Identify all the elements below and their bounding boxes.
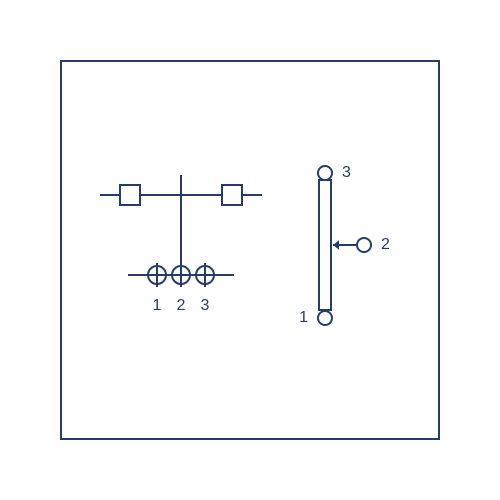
svg-text:1: 1 bbox=[299, 309, 308, 326]
svg-text:1: 1 bbox=[153, 297, 162, 314]
svg-text:2: 2 bbox=[177, 297, 186, 314]
svg-text:3: 3 bbox=[201, 297, 210, 314]
svg-text:3: 3 bbox=[342, 164, 351, 181]
svg-text:2: 2 bbox=[381, 236, 390, 253]
pinout-diagram: 123312 bbox=[0, 0, 500, 500]
